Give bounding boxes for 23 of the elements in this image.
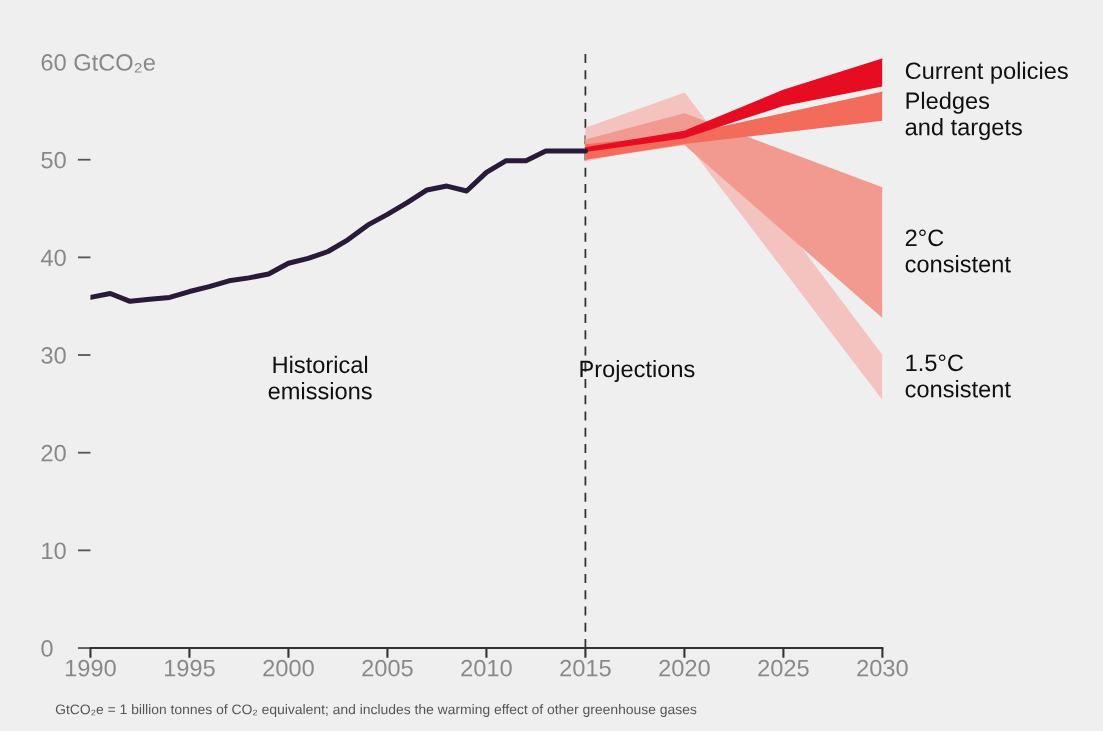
x-tick-label: 2030 [857,659,908,677]
y-tick-label: 20 [41,444,66,462]
x-tick-label: 2025 [758,659,809,677]
x-tick-label: 1990 [65,659,116,677]
y-tick-label: 40 [40,249,66,267]
series-label: Current policies [905,61,1068,84]
x-tick-label: 2010 [461,659,512,677]
annotation: Projections [580,360,695,383]
y-tick-label: 30 [41,347,66,364]
text: GtCO₂e = 1 billion tonnes of CO₂ equivalent; and includes the warming effect of other greenhouse gases [55,704,697,718]
x-tick-label: 2005 [362,659,413,677]
series-label: Pledges and targets [905,91,1022,141]
text: 2°C consistent [905,229,1011,273]
y-tick-label: 60 GtCO₂e [41,54,155,73]
series-label: 1.5°C consistent [905,354,1011,398]
x-tick-label: 1995 [164,659,215,677]
x-tick-label: 2000 [263,659,314,677]
y-tick-label: 50 [41,151,66,169]
y-tick-label: 0 [41,640,53,657]
annotation: Historical emissions [268,355,372,400]
y-tick-label: 10 [42,542,66,560]
x-tick-label: 2015 [560,659,611,677]
x-tick-label: 2020 [659,659,710,677]
